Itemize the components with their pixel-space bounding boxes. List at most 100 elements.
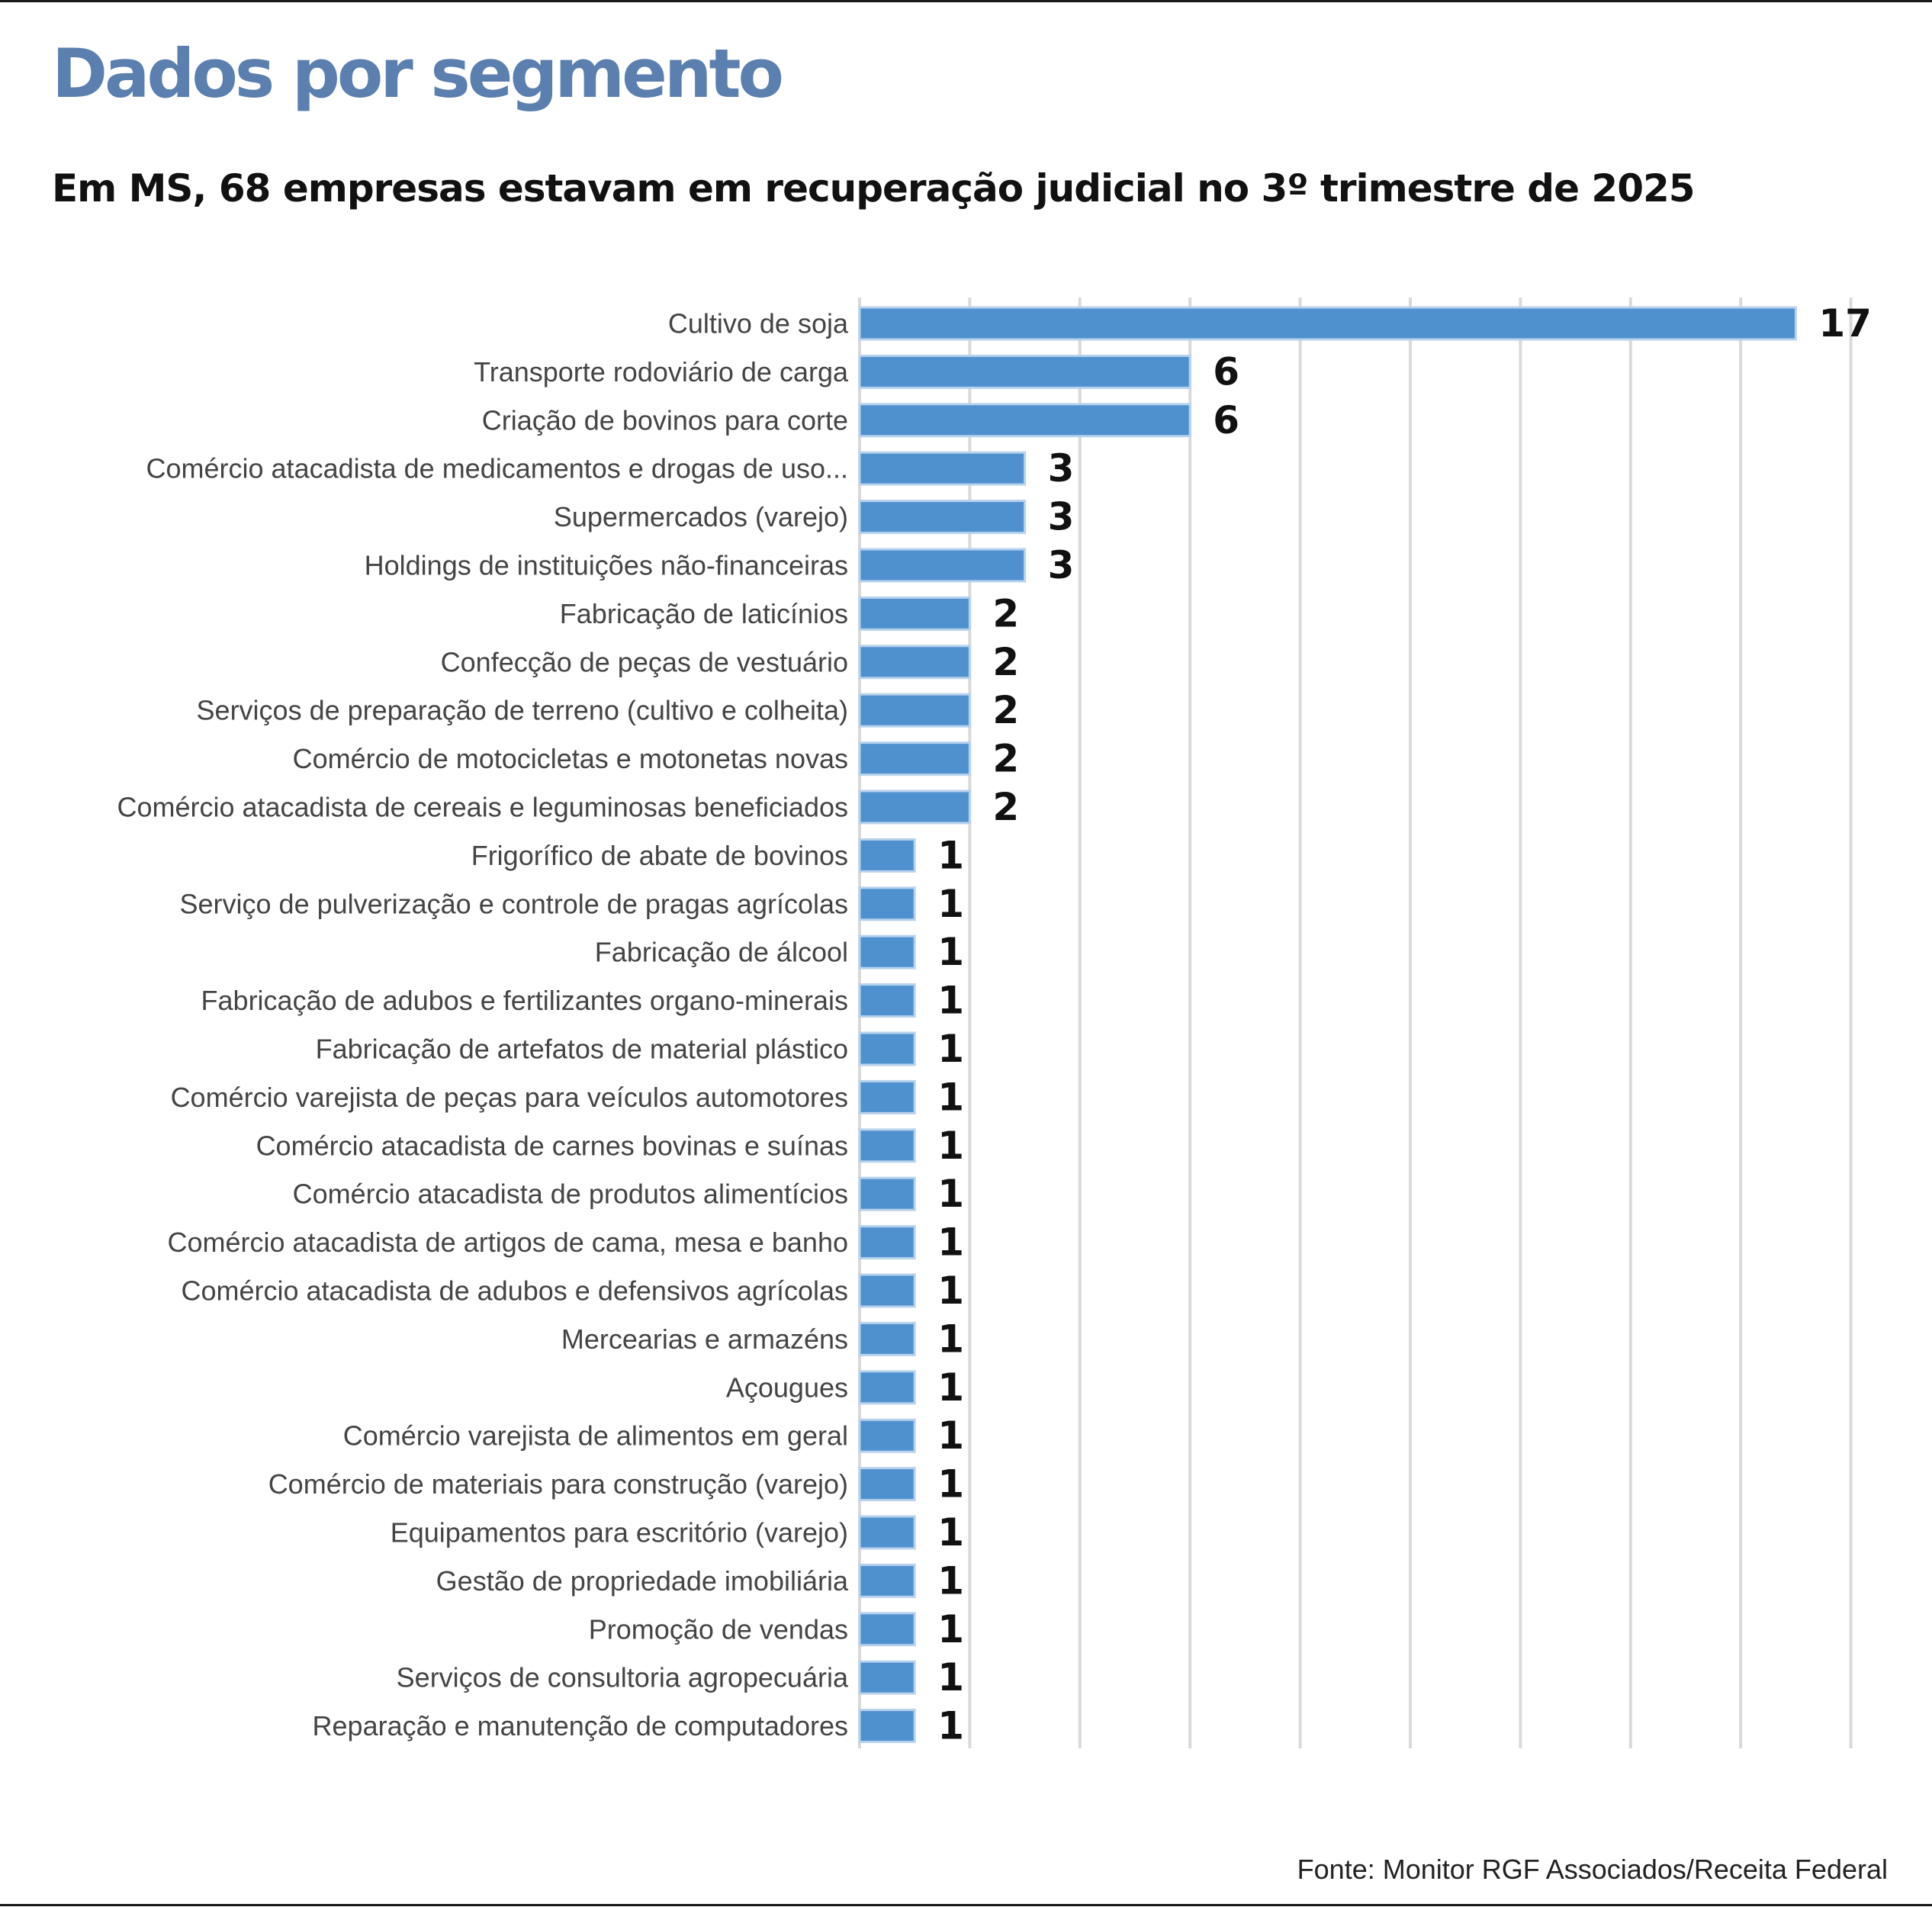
value-label: 17: [1818, 301, 1872, 346]
bar: [858, 1660, 916, 1695]
category-label: Mercearias e armazéns: [561, 1323, 848, 1355]
category-label: Comércio varejista de alimentos em geral: [343, 1420, 848, 1452]
category-label: Fabricação de artefatos de material plás…: [316, 1034, 848, 1065]
category-label: Fabricação de álcool: [595, 937, 848, 968]
value-label: 1: [937, 833, 964, 877]
bar: [858, 500, 1027, 535]
bar: [858, 1031, 916, 1066]
category-label: Holdings de instituições não-financeiras: [365, 550, 848, 581]
category-label: Comércio atacadista de cereais e legumin…: [117, 792, 848, 823]
chart-title: Dados por segmento: [52, 34, 784, 113]
value-label: 1: [937, 1655, 964, 1700]
value-label: 1: [937, 979, 964, 1023]
value-label: 1: [937, 1704, 964, 1748]
category-label: Comércio de materiais para construção (v…: [268, 1468, 848, 1500]
bar: [858, 1563, 916, 1598]
value-label: 1: [937, 1510, 964, 1555]
category-label: Serviço de pulverização e controle de pr…: [180, 888, 849, 919]
category-label: Comércio atacadista de carnes bovinas e …: [256, 1130, 848, 1161]
category-label: Comércio de motocicletas e motonetas nov…: [293, 743, 848, 774]
category-label: Gestão de propriedade imobiliária: [436, 1565, 849, 1597]
bar: [858, 789, 971, 825]
category-label: Comércio atacadista de artigos de cama, …: [168, 1227, 849, 1258]
category-label: Supermercados (varejo): [554, 501, 848, 532]
value-label: 1: [937, 1607, 964, 1651]
category-label: Reparação e manutenção de computadores: [313, 1710, 848, 1741]
bar: [858, 403, 1191, 438]
category-label: Serviços de preparação de terreno (culti…: [197, 695, 848, 726]
source-note: Fonte: Monitor RGF Associados/Receita Fe…: [1297, 1854, 1888, 1885]
bar: [858, 934, 916, 970]
bar: [858, 1225, 916, 1260]
value-label: 1: [937, 1365, 964, 1410]
bar: [858, 1176, 916, 1211]
value-label: 2: [992, 591, 1019, 635]
value-label: 3: [1048, 446, 1075, 490]
value-label: 2: [992, 688, 1019, 732]
value-label: 1: [937, 1075, 964, 1119]
category-label: Comércio varejista de peças para veículo…: [171, 1082, 848, 1113]
value-label: 1: [937, 1413, 964, 1458]
category-label: Serviços de consultoria agropecuária: [397, 1662, 849, 1693]
bar: [858, 886, 916, 921]
category-label: Criação de bovinos para corte: [482, 404, 848, 436]
bar: [858, 1321, 916, 1356]
category-label: Frigorífico de abate de bovinos: [471, 840, 848, 871]
bar: [858, 1128, 916, 1163]
category-label: Açougues: [726, 1372, 848, 1403]
bar: [858, 548, 1027, 583]
category-label: Transporte rodoviário de carga: [474, 356, 849, 388]
bar: [858, 645, 971, 680]
value-label: 1: [937, 1027, 964, 1071]
value-label: 1: [937, 1269, 964, 1313]
bar: [858, 1515, 916, 1550]
bar: [858, 1273, 916, 1308]
category-label: Comércio atacadista de adubos e defensiv…: [181, 1275, 848, 1307]
category-label: Fabricação de adubos e fertilizantes org…: [201, 985, 848, 1016]
chart-subtitle: Em MS, 68 empresas estavam em recuperaçã…: [52, 166, 1696, 211]
gridlines: [858, 297, 1853, 1748]
bar: [858, 306, 1797, 341]
value-label: 1: [937, 1172, 964, 1216]
bar: [858, 741, 971, 777]
value-label: 6: [1213, 349, 1239, 394]
bar: [858, 1467, 916, 1502]
bar: [858, 1370, 916, 1405]
category-label: Fabricação de laticínios: [560, 598, 848, 629]
value-label: 1: [937, 1220, 964, 1265]
value-label: 2: [992, 785, 1019, 829]
bar: [858, 838, 916, 873]
bars: [858, 306, 1797, 1744]
value-label: 2: [992, 737, 1019, 781]
value-label: 1: [937, 1124, 964, 1168]
value-label: 1: [937, 882, 964, 926]
bar: [858, 1079, 916, 1114]
category-label: Comércio atacadista de produtos alimentí…: [293, 1179, 848, 1210]
value-label: 6: [1213, 398, 1239, 442]
value-label: 3: [1048, 495, 1075, 539]
bar: [858, 1418, 916, 1453]
value-label: 3: [1048, 543, 1075, 587]
category-label: Cultivo de soja: [668, 308, 849, 339]
value-label: 1: [937, 1317, 964, 1361]
bar: [858, 1612, 916, 1647]
bar: [858, 693, 971, 728]
value-label: 2: [992, 640, 1019, 684]
category-label: Confecção de peças de vestuário: [441, 646, 848, 677]
bar: [858, 596, 971, 631]
bar: [858, 1709, 916, 1744]
bar: [858, 354, 1191, 389]
category-label: Comércio atacadista de medicamentos e dr…: [146, 453, 849, 484]
category-labels: Cultivo de soja Transporte rodoviário de …: [117, 308, 849, 1742]
top-rule: [0, 0, 1932, 2]
bar: [858, 983, 916, 1018]
value-label: 1: [937, 1558, 964, 1603]
category-label: Equipamentos para escritório (varejo): [391, 1517, 848, 1548]
value-label: 1: [937, 930, 964, 974]
value-label: 1: [937, 1462, 964, 1507]
bottom-rule: [0, 1904, 1932, 1906]
category-label: Promoção de vendas: [589, 1613, 848, 1645]
bar: [858, 451, 1027, 486]
